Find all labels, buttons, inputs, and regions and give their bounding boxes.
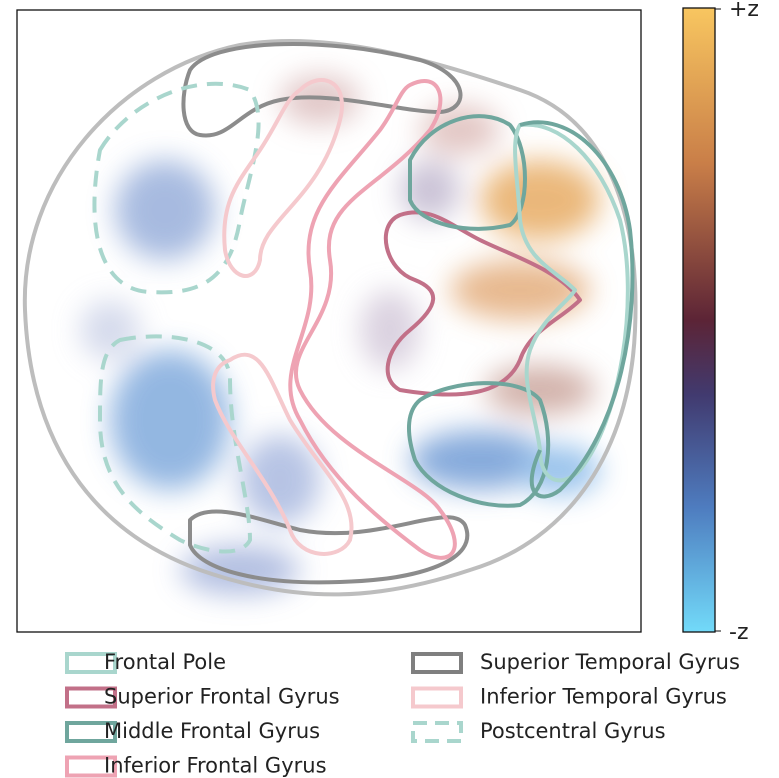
- legend-swatch: [65, 755, 117, 778]
- legend-label: Inferior Frontal Gyrus: [104, 754, 327, 778]
- colorbar: [682, 7, 716, 633]
- plot-frame: [16, 9, 642, 633]
- legend: Frontal Pole Superior Frontal Gyrus Middle…: [65, 650, 740, 778]
- brain-map: [22, 39, 638, 597]
- legend-label: Superior Temporal Gyrus: [480, 650, 740, 674]
- legend-label: Postcentral Gyrus: [480, 719, 666, 743]
- legend-label: Inferior Temporal Gyrus: [480, 685, 727, 709]
- legend-label: Middle Frontal Gyrus: [104, 719, 320, 743]
- legend-swatch: [411, 686, 463, 709]
- legend-label: Frontal Pole: [104, 650, 226, 674]
- legend-swatch: [65, 652, 117, 674]
- legend-swatch: [411, 652, 463, 674]
- legend-swatch: [411, 721, 463, 743]
- legend-label: Superior Frontal Gyrus: [104, 685, 340, 709]
- legend-swatch: [65, 686, 117, 709]
- colorbar-label: -z: [729, 620, 749, 645]
- legend-swatch: [65, 721, 117, 743]
- colorbar-label: +z: [729, 0, 759, 22]
